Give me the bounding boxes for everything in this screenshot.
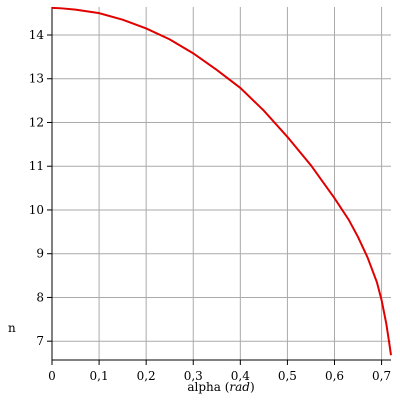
x-tick-label: 0,5 [278, 369, 297, 383]
x-tick-label: 0,6 [325, 369, 344, 383]
y-tick-label: 8 [36, 290, 44, 304]
y-tick-label: 11 [29, 159, 44, 173]
y-tick-label: 14 [29, 28, 45, 42]
y-tick-label: 9 [36, 247, 44, 261]
data-line [51, 6, 392, 356]
x-label-part: alpha ( [187, 380, 229, 394]
x-tick-label: 0,1 [90, 369, 109, 383]
x-tick-label: 0,7 [372, 369, 391, 383]
x-axis-label: alpha (rad) [187, 380, 254, 394]
y-tick-label: 7 [36, 334, 44, 348]
y-tick-label: 12 [29, 115, 44, 129]
y-axis-label: n [8, 321, 16, 335]
y-tick-label: 10 [29, 203, 44, 217]
x-label-unit: rad [229, 380, 250, 394]
x-label-part: ) [250, 380, 255, 394]
x-tick-label: 0,3 [184, 369, 203, 383]
x-tick-label: 0,2 [137, 369, 156, 383]
x-tick-label: 0 [48, 369, 56, 383]
y-tick-label: 13 [29, 72, 44, 86]
x-tick-label: 0,4 [231, 369, 250, 383]
